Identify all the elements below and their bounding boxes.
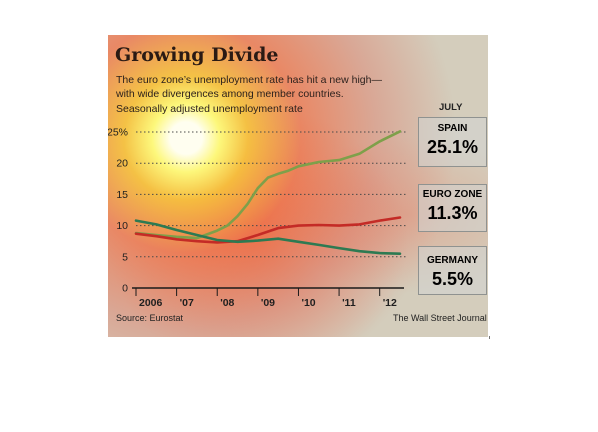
y-tick-label: 10 xyxy=(116,220,128,232)
y-tick-label: 20 xyxy=(116,158,128,170)
x-tick-label: '08 xyxy=(220,297,234,309)
legend-label-euro-zone: EURO ZONE xyxy=(422,189,483,200)
series-lines xyxy=(134,130,402,255)
gridlines xyxy=(132,131,406,289)
x-tick-label: '12 xyxy=(383,297,397,309)
legend-box-spain: SPAIN 25.1% xyxy=(418,117,487,167)
axis-ticks: 0 5 10 15 20 25% 2006 '07 '08 '09 '10 '11 '12 xyxy=(108,127,397,310)
source-note: Source: Eurostat xyxy=(116,313,184,323)
subtitle-line-2: with wide divergences among member count… xyxy=(116,88,344,100)
line-chart: 0 5 10 15 20 25% 2006 '07 '08 '09 '10 '11 '12 xyxy=(108,127,406,310)
y-tick-label: 15 xyxy=(116,189,128,201)
x-tick-label: '09 xyxy=(261,297,275,309)
publisher-credit: The Wall Street Journal xyxy=(393,313,487,323)
edge-mark xyxy=(489,336,490,339)
latest-month-label: JULY xyxy=(439,102,463,113)
legend-value-euro-zone: 11.3% xyxy=(427,203,478,223)
series-line-germany xyxy=(134,219,402,255)
chart-title: Growing Divide xyxy=(115,44,279,66)
legend-box-euro-zone: EURO ZONE 11.3% xyxy=(418,184,487,232)
y-tick-label: 0 xyxy=(122,283,128,295)
y-tick-label: 5 xyxy=(122,251,128,263)
legend-box-germany: GERMANY 5.5% xyxy=(418,246,487,295)
chart-card: Growing Divide The euro zone’s unemploym… xyxy=(108,35,488,337)
legend-value-germany: 5.5% xyxy=(431,269,474,289)
y-axis-description: Seasonally adjusted unemployment rate xyxy=(116,103,303,115)
x-tick-label: '11 xyxy=(342,297,356,309)
series-line-spain xyxy=(134,130,402,240)
y-tick-label: 25% xyxy=(108,127,128,139)
x-tick-label: 2006 xyxy=(139,297,163,309)
legend-value-spain: 25.1% xyxy=(426,137,479,157)
x-tick-label: '10 xyxy=(301,297,315,309)
x-tick-label: '07 xyxy=(180,297,194,309)
legend-label-germany: GERMANY xyxy=(426,255,479,266)
series-line-euro-zone xyxy=(134,216,402,244)
subtitle-line-1: The euro zone’s unemployment rate has hi… xyxy=(116,74,382,86)
legend-label-spain: SPAIN xyxy=(437,123,468,134)
